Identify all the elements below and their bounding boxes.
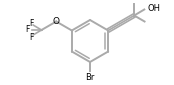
Text: F: F bbox=[25, 26, 30, 35]
Text: F: F bbox=[29, 32, 33, 41]
Text: OH: OH bbox=[147, 4, 160, 13]
Text: F: F bbox=[29, 19, 33, 28]
Text: Br: Br bbox=[85, 73, 95, 82]
Text: O: O bbox=[53, 17, 60, 26]
